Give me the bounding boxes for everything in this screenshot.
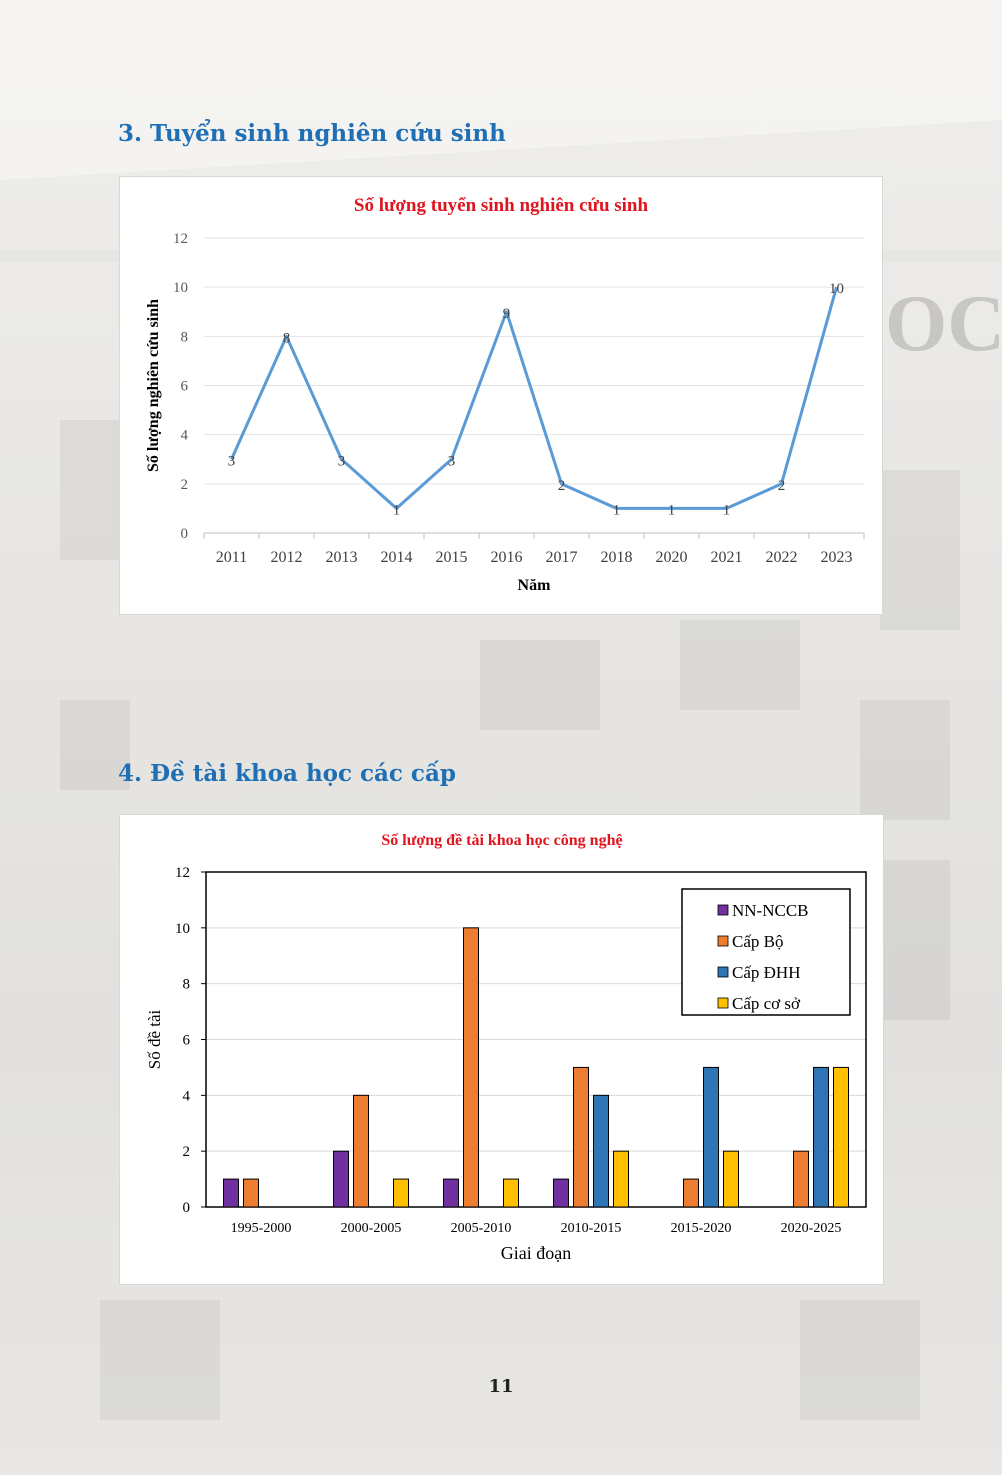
bar xyxy=(503,1178,519,1208)
page-number: 11 xyxy=(488,1376,514,1397)
x-tick-label: 2020 xyxy=(656,549,688,566)
bar xyxy=(573,1066,589,1208)
legend-swatch xyxy=(717,997,729,1009)
bar xyxy=(833,1066,849,1208)
section-3-heading: 3. Tuyển sinh nghiên cứu sinh xyxy=(118,120,506,147)
y-tick-label: 10 xyxy=(173,280,188,296)
x-tick-label: 2017 xyxy=(546,549,578,566)
bar xyxy=(793,1150,809,1208)
y-tick-label: 4 xyxy=(181,428,189,444)
background-letters: OC xyxy=(885,280,1002,368)
line-chart-svg: Số lượng tuyển sinh nghiên cứu sinh 0 2 4 6 8… xyxy=(145,195,865,594)
x-tick-label: 2011 xyxy=(216,549,247,566)
section-4-heading: 4. Đề tài khoa học các cấp xyxy=(118,760,456,787)
x-tick-label: 2014 xyxy=(381,549,413,566)
bar xyxy=(703,1066,719,1208)
legend-swatch xyxy=(717,966,729,978)
bar xyxy=(723,1150,739,1208)
plot-area-frame xyxy=(205,871,867,1208)
y-tick-label: 8 xyxy=(181,329,189,345)
data-label: 1 xyxy=(613,502,621,518)
data-label: 2 xyxy=(558,478,566,494)
series-line xyxy=(230,286,838,510)
legend-label: Cấp cơ sở xyxy=(732,994,801,1013)
data-label: 3 xyxy=(338,453,346,469)
y-tick-label: 6 xyxy=(181,379,189,395)
data-label: 1 xyxy=(393,502,401,518)
y-tick-label: 8 xyxy=(183,977,191,993)
enrollment-line-chart: Số lượng tuyển sinh nghiên cứu sinh 0 2 4 6 8… xyxy=(119,176,883,615)
x-tick-label: 2010-2015 xyxy=(561,1221,622,1236)
bar xyxy=(593,1094,609,1208)
bar xyxy=(353,1094,369,1208)
y-tick-label: 12 xyxy=(175,865,190,881)
legend-label: Cấp Bộ xyxy=(732,932,783,951)
data-label: 9 xyxy=(503,306,511,322)
bar xyxy=(683,1178,699,1208)
y-tick-label: 2 xyxy=(181,477,189,493)
x-tick-label: 2013 xyxy=(326,549,358,566)
research-projects-bar-chart: Số lượng đề tài khoa học công nghệ 0 2 4 6 8 1… xyxy=(119,814,884,1285)
x-tick-label: 2012 xyxy=(271,549,303,566)
bar xyxy=(463,927,479,1208)
legend-label: NN-NCCB xyxy=(732,901,809,920)
x-axis-title: Năm xyxy=(518,577,552,594)
data-label: 2 xyxy=(778,478,786,494)
y-tick-label: 0 xyxy=(181,526,189,542)
y-tick-label: 4 xyxy=(183,1088,191,1104)
x-tick-label: 2015 xyxy=(436,549,468,566)
x-tick-label: 2005-2010 xyxy=(451,1221,512,1236)
bar xyxy=(243,1178,259,1208)
y-axis-title: Số lượng nghiên cứu sinh xyxy=(145,299,162,472)
x-tick-label: 2021 xyxy=(711,549,743,566)
x-tick-label: 2023 xyxy=(821,549,853,566)
x-tick-label: 2022 xyxy=(766,549,798,566)
data-label: 1 xyxy=(723,502,731,518)
data-label: 3 xyxy=(448,453,456,469)
bar-chart-svg: Số lượng đề tài khoa học công nghệ 0 2 4 6 8 1… xyxy=(145,832,867,1263)
y-tick-label: 6 xyxy=(183,1033,191,1049)
bar xyxy=(553,1178,569,1208)
chart-title: Số lượng đề tài khoa học công nghệ xyxy=(381,832,622,849)
x-tick-label: 2016 xyxy=(491,549,523,566)
bar xyxy=(223,1178,239,1208)
data-label: 3 xyxy=(228,453,236,469)
x-tick-label: 1995-2000 xyxy=(231,1221,292,1236)
legend-swatch xyxy=(717,904,729,916)
x-tick-label: 2015-2020 xyxy=(671,1221,732,1236)
data-label: 8 xyxy=(283,330,291,346)
y-tick-label: 0 xyxy=(183,1200,191,1216)
data-label: 1 xyxy=(668,502,676,518)
data-label: 10 xyxy=(829,281,844,297)
legend-label: Cấp ĐHH xyxy=(732,963,800,982)
bar xyxy=(333,1150,349,1208)
x-axis-title: Giai đoạn xyxy=(501,1243,571,1263)
y-axis-title: Số đề tài xyxy=(145,1009,164,1069)
x-tick-label: 2018 xyxy=(601,549,633,566)
y-tick-label: 10 xyxy=(175,921,190,937)
bar xyxy=(613,1150,629,1208)
x-tick-label: 2000-2005 xyxy=(341,1221,402,1236)
bar xyxy=(443,1178,459,1208)
legend-box xyxy=(681,888,851,1016)
legend-swatch xyxy=(717,935,729,947)
chart-title: Số lượng tuyển sinh nghiên cứu sinh xyxy=(354,195,649,216)
y-tick-label: 12 xyxy=(173,231,188,247)
bar xyxy=(813,1066,829,1208)
x-tick-label: 2020-2025 xyxy=(781,1221,842,1236)
y-tick-label: 2 xyxy=(183,1144,191,1160)
bar xyxy=(393,1178,409,1208)
